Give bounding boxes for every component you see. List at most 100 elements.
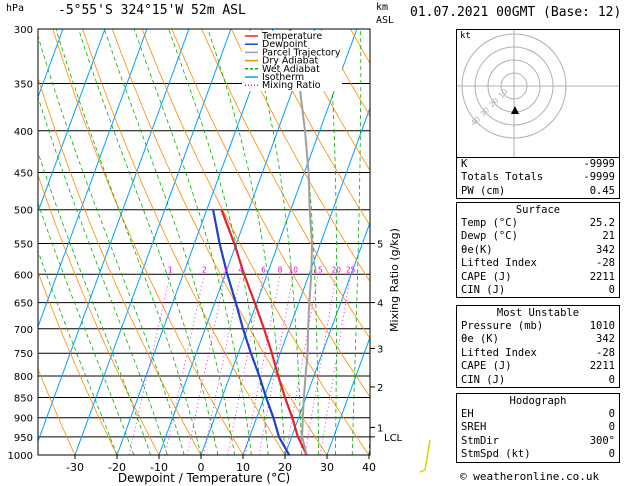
pressure-tick-label: 750: [14, 349, 33, 360]
pw-label: PW (cm): [461, 184, 506, 197]
most-unstable-value: 342: [596, 333, 615, 346]
legend-entry: Parcel Trajectory: [262, 47, 341, 58]
wet-adiabat-line: [78, 29, 219, 455]
most-unstable-value: 1010: [589, 320, 615, 332]
mixing-ratio-label: 2: [202, 265, 207, 274]
most-unstable-row: θe (K) 342: [457, 333, 619, 346]
surface-title: Surface: [515, 204, 561, 216]
temperature-tick-label: 20: [278, 461, 292, 474]
surface-label: Temp (°C): [461, 217, 518, 229]
isotherm-line: [38, 29, 148, 329]
hodograph-param-row: SREH 0: [457, 421, 619, 434]
pressure-tick-label: 700: [14, 325, 33, 336]
wet-adiabat-line: [249, 29, 303, 455]
pw-value: 0.45: [589, 184, 615, 197]
mixing-ratio-line: [319, 274, 352, 455]
hodograph-param-row: StmSpd (kt) 0: [457, 448, 619, 461]
mixing-ratio-label: 6: [261, 265, 266, 274]
wet-adiabat-line: [38, 151, 151, 455]
hodograph-param-label: StmDir: [461, 434, 499, 447]
hodograph-param-row: EH 0: [457, 408, 619, 421]
surface-value: 2211: [589, 270, 615, 283]
most-unstable-title: Most Unstable: [496, 307, 580, 319]
surface-label: θe(K): [461, 243, 493, 256]
temperature-tick-label: 30: [320, 461, 334, 474]
temperature-line: [220, 209, 308, 455]
temperature-tick-label: 10: [236, 461, 250, 474]
temperature-tick-label: -30: [66, 461, 84, 474]
surface-row: θe(K) 342: [457, 244, 619, 257]
mixing-ratio-label: 8: [278, 265, 283, 274]
legend-entry: Isotherm: [262, 72, 304, 83]
lcl-label: LCL: [384, 433, 403, 444]
altitude-tick-label: 2: [377, 383, 383, 394]
hodograph-param-value: 0: [608, 408, 615, 420]
surface-value: 21: [602, 230, 615, 243]
dry-adiabat-line: [231, 29, 370, 283]
mixing-ratio-axis-label: Mixing Ratio (g/kg): [388, 228, 401, 332]
mixing-ratio-line: [304, 274, 337, 455]
legend-entry: Temperature: [261, 31, 322, 42]
legend-entry: Dewpoint: [262, 39, 307, 50]
wet-adiabat-line: [103, 29, 235, 455]
hodograph-param-label: EH: [461, 408, 474, 420]
surface-label: CAPE (J): [461, 270, 512, 283]
parcel-trajectory-line: [288, 29, 314, 455]
mixing-ratio-line: [244, 274, 281, 455]
wet-adiabat-line: [38, 95, 168, 455]
plot-frame: [37, 28, 371, 456]
hodograph-param-label: StmSpd (kt): [461, 448, 531, 461]
dry-adiabat-line: [290, 29, 370, 172]
datetime-title: 01.07.2021 00GMT (Base: 12): [410, 5, 622, 20]
wet-adiabat-line: [168, 29, 269, 455]
surface-label: CIN (J): [461, 284, 506, 297]
hodograph-params-title: Hodograph: [509, 395, 567, 407]
pressure-tick-label: 950: [14, 433, 33, 444]
pressure-tick-label: 550: [14, 239, 33, 250]
mixing-ratio-line: [128, 274, 171, 455]
temperature-tick-label: 0: [198, 461, 205, 474]
hodograph-ring-label: 10: [496, 87, 509, 100]
surface-row: CAPE (J) 2211: [457, 271, 619, 284]
surface-label: Lifted Index: [461, 257, 537, 270]
storm-motion-marker: [511, 106, 519, 114]
legend-entry: Dry Adiabat: [262, 56, 319, 67]
surface-row: CIN (J) 0: [457, 284, 619, 297]
indices-panel: K -9999 Totals Totals -9999 PW (cm) 0.45: [456, 157, 620, 200]
wet-adiabat-line: [133, 29, 252, 455]
altitude-tick-label: 3: [377, 344, 383, 355]
dry-adiabat-line: [619, 29, 629, 455]
x-axis-label: Dewpoint / Temperature (°C): [118, 471, 290, 485]
mixing-ratio-line: [164, 274, 205, 455]
most-unstable-row: Pressure (mb) 1010: [457, 320, 619, 333]
pressure-tick-label: 300: [14, 25, 33, 36]
isotherm-line: [326, 336, 370, 455]
surface-row: Dewp (°C) 21: [457, 230, 619, 243]
dry-adiabat-line: [38, 271, 118, 455]
isotherm-line: [242, 106, 370, 455]
isotherm-line: [116, 29, 274, 455]
most-unstable-label: Pressure (mb): [461, 320, 544, 332]
surface-value: -28: [596, 257, 615, 270]
most-unstable-label: CAPE (J): [461, 360, 512, 373]
most-unstable-panel: Most Unstable Pressure (mb) 1010 θe (K) 342…: [456, 305, 620, 389]
dewpoint-line: [212, 209, 291, 455]
surface-value: 0: [608, 284, 615, 297]
pressure-tick-label: 350: [14, 80, 33, 91]
legend-entry: Mixing Ratio: [262, 80, 321, 91]
most-unstable-row: Lifted Index -28: [457, 347, 619, 360]
legend-box: [242, 31, 342, 91]
location-title: -5°55'S 324°15'W 52m ASL: [58, 3, 246, 18]
most-unstable-label: θe (K): [461, 333, 499, 346]
mixing-ratio-label: 4: [238, 265, 243, 274]
mixing-ratio-label: 25: [346, 265, 356, 274]
altitude-tick-label: 5: [377, 239, 383, 250]
isotherm-line: [38, 29, 106, 214]
k-value: -9999: [583, 158, 615, 170]
pressure-tick-label: 850: [14, 393, 33, 404]
isotherm-line: [38, 29, 190, 443]
mixing-ratio-line: [203, 274, 242, 455]
pressure-tick-label: 800: [14, 372, 33, 383]
temperature-tick-label: -10: [150, 461, 168, 474]
